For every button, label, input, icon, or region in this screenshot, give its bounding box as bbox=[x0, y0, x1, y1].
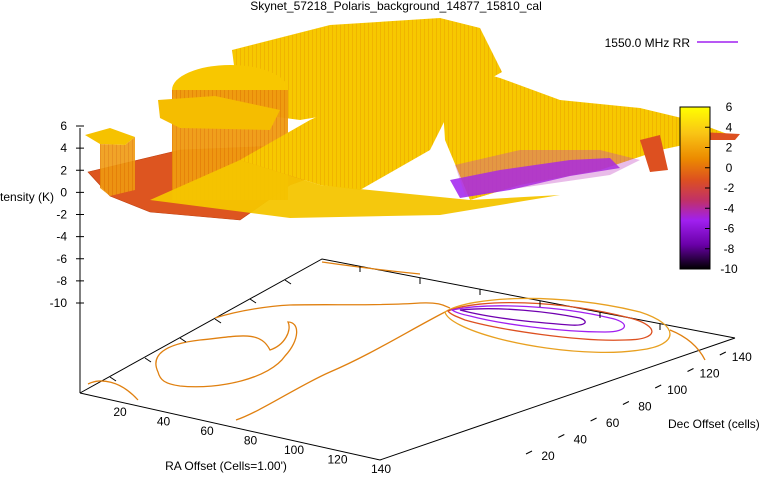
base-plane-back-edge bbox=[79, 258, 736, 394]
y-tick-label: 40 bbox=[574, 433, 588, 447]
x-tick-label: 100 bbox=[284, 443, 304, 457]
chart-title: Skynet_57218_Polaris_background_14877_15… bbox=[250, 0, 542, 13]
colorbar: 6 4 2 0 -2 -4 -6 -8 -10 bbox=[679, 100, 738, 276]
colorbar-tick-label: 4 bbox=[726, 120, 733, 134]
y-tick-mark bbox=[687, 368, 694, 372]
surface-front-sheet bbox=[150, 160, 560, 218]
y-ticks: 20 40 60 80 100 120 140 bbox=[525, 350, 752, 463]
colorbar-tick-label: -10 bbox=[720, 262, 738, 276]
z-axis-label: Intensity (K) bbox=[0, 190, 54, 204]
colorbar-tick-label: -8 bbox=[724, 242, 735, 256]
contour-left-corner bbox=[87, 380, 139, 401]
colorbar-tick-label: -4 bbox=[724, 201, 735, 215]
x-axis-label: RA Offset (Cells=1.00') bbox=[165, 459, 287, 473]
z-tick-label: 4 bbox=[60, 141, 67, 155]
y-tick-mark bbox=[622, 401, 630, 405]
contours bbox=[87, 261, 706, 421]
z-tick-label: 6 bbox=[60, 119, 67, 133]
surface-left-shelf bbox=[85, 128, 135, 145]
contour-right-tail bbox=[669, 329, 706, 361]
contour-source-mid bbox=[447, 301, 653, 341]
base-plane bbox=[79, 128, 736, 461]
contour-source-core bbox=[459, 308, 586, 326]
surface-mid-plateau bbox=[240, 60, 445, 190]
surface-right-ridge bbox=[640, 135, 668, 172]
contour-top bbox=[321, 261, 421, 275]
z-tick-label: 2 bbox=[60, 163, 67, 177]
y-axis-label: Dec Offset (cells) bbox=[668, 417, 760, 431]
y-tick-label: 140 bbox=[732, 350, 752, 364]
legend: 1550.0 MHz RR bbox=[605, 36, 738, 50]
colorbar-tick-label: -2 bbox=[724, 181, 735, 195]
z-tick-label: -6 bbox=[56, 252, 67, 266]
y-tick-label: 100 bbox=[667, 383, 687, 397]
z-tick-label: -2 bbox=[56, 208, 67, 222]
colorbar-tick-label: 6 bbox=[726, 100, 733, 114]
y-tick-mark bbox=[525, 450, 533, 455]
y-tick-label: 20 bbox=[541, 449, 555, 463]
surface-source-fringe bbox=[455, 150, 640, 195]
y-tick-mark bbox=[558, 434, 565, 438]
contour-back-edge bbox=[214, 302, 451, 319]
x-tick-label: 20 bbox=[113, 405, 127, 419]
base-plane-front-edge bbox=[79, 337, 736, 461]
contour-left-loop bbox=[155, 321, 298, 388]
contour-source-inner bbox=[450, 305, 626, 333]
y-tick-mark bbox=[719, 351, 727, 356]
y-tick-label: 60 bbox=[606, 416, 620, 430]
surface-right-slope bbox=[440, 60, 730, 200]
z-tick-label: -4 bbox=[56, 230, 67, 244]
colorbar-ticks: 6 4 2 0 -2 -4 -6 -8 -10 bbox=[705, 100, 738, 276]
colorbar-tick-label: -6 bbox=[724, 222, 735, 236]
x-tick-label: 140 bbox=[371, 462, 391, 476]
z-tick-label: -10 bbox=[50, 296, 68, 310]
x-tick-label: 80 bbox=[244, 434, 258, 448]
surface-source-dip bbox=[450, 158, 620, 198]
y-tick-label: 120 bbox=[699, 367, 719, 381]
y-tick-label: 80 bbox=[638, 400, 652, 414]
x-ticks: 20 40 60 80 100 120 140 bbox=[113, 405, 391, 476]
legend-label: 1550.0 MHz RR bbox=[605, 36, 691, 50]
x-tick-label: 120 bbox=[327, 453, 347, 467]
contour-source-outer bbox=[444, 297, 671, 354]
x-tick-label: 60 bbox=[200, 424, 214, 438]
z-tick-label: -8 bbox=[56, 274, 67, 288]
surface-left-wall bbox=[100, 137, 135, 196]
x-tick-label: 40 bbox=[157, 415, 171, 429]
contour-diagonal bbox=[235, 311, 446, 421]
y-tick-mark bbox=[654, 384, 662, 389]
back-ticks bbox=[109, 266, 661, 382]
y-tick-mark bbox=[590, 417, 597, 422]
z-tick-label: 0 bbox=[60, 185, 67, 199]
z-ticks: 6 4 2 0 -2 -4 -6 -8 -10 bbox=[50, 119, 84, 310]
surface-cylinder-ledge bbox=[158, 96, 280, 130]
colorbar-tick-label: 0 bbox=[726, 161, 733, 175]
colorbar-tick-label: 2 bbox=[726, 141, 733, 155]
